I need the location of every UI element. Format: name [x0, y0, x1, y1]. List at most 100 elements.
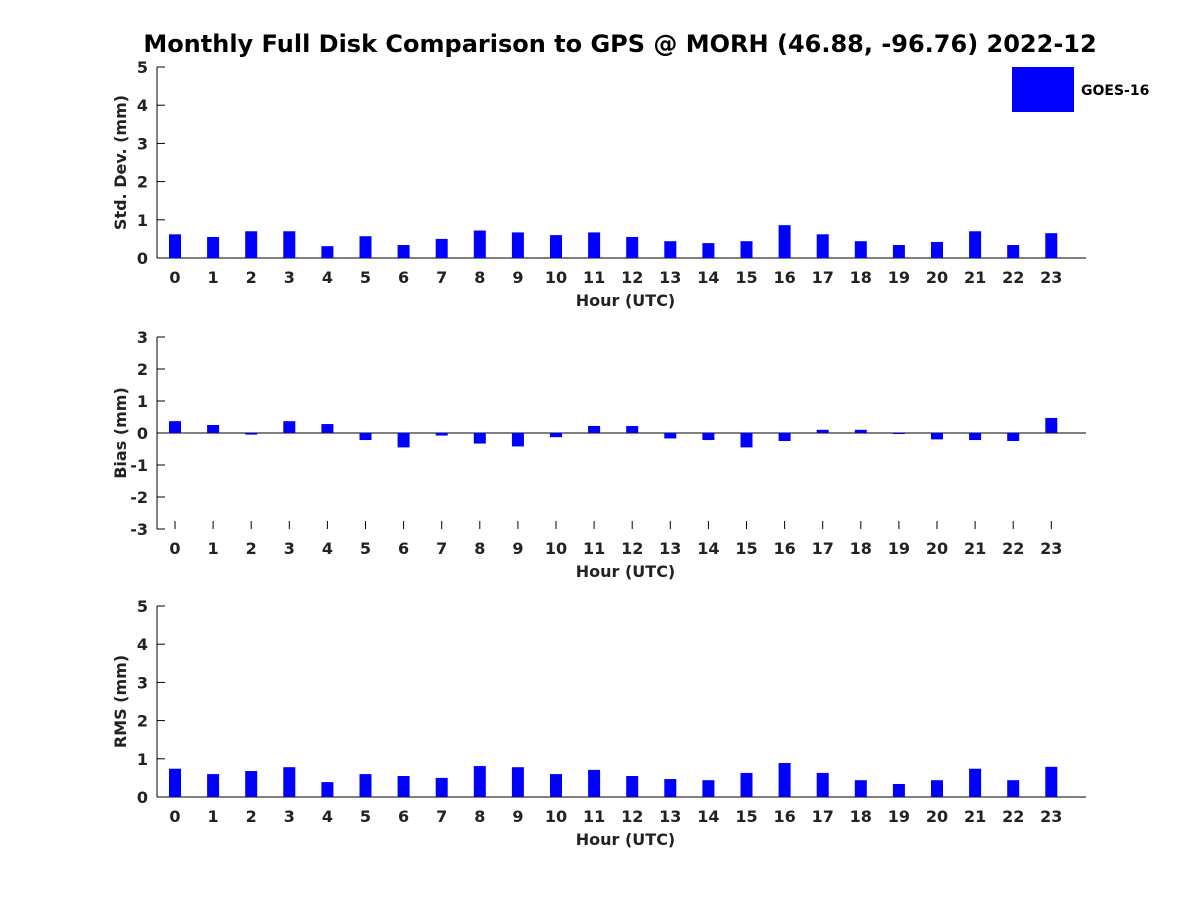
x-tick-label: 17: [812, 807, 834, 826]
bar-bias-hour-12: [626, 425, 639, 433]
x-tick-label: 17: [812, 268, 834, 287]
bar-rms-hour-11: [588, 769, 601, 797]
x-tick-label: 8: [474, 539, 485, 558]
bar-rms-hour-4: [321, 782, 334, 797]
x-tick-label: 12: [621, 807, 643, 826]
y-axis-label: RMS (mm): [111, 655, 130, 748]
bar-rms-hour-9: [511, 767, 524, 797]
bar-std-hour-1: [207, 236, 220, 258]
bar-bias-hour-18: [854, 429, 867, 433]
bar-std-hour-12: [626, 236, 639, 258]
x-tick-label: 8: [474, 807, 485, 826]
bar-std-hour-16: [778, 225, 791, 258]
x-tick-label: 5: [360, 539, 371, 558]
bar-bias-hour-6: [397, 433, 410, 448]
x-tick-label: 6: [398, 807, 409, 826]
x-tick-label: 11: [583, 268, 605, 287]
bar-bias-hour-0: [169, 421, 181, 433]
x-tick-label: 10: [545, 807, 567, 826]
x-tick-label: 15: [735, 268, 757, 287]
x-tick-label: 1: [208, 807, 219, 826]
y-tick-label: 0: [137, 424, 148, 443]
x-tick-label: 0: [169, 807, 180, 826]
y-tick-label: -3: [130, 520, 148, 539]
x-tick-label: 23: [1040, 807, 1062, 826]
bar-std-hour-4: [321, 246, 334, 258]
x-tick-label: 20: [926, 539, 948, 558]
bar-rms-hour-14: [702, 780, 715, 797]
legend-swatch: [1012, 67, 1074, 112]
y-tick-label: 0: [137, 788, 148, 807]
x-tick-label: 12: [621, 268, 643, 287]
bar-rms-hour-16: [778, 763, 791, 797]
x-tick-label: 0: [169, 268, 180, 287]
legend-label: GOES-16: [1081, 83, 1149, 99]
x-tick-label: 10: [545, 539, 567, 558]
bar-bias-hour-22: [1007, 433, 1020, 441]
y-tick-label: 5: [137, 597, 148, 616]
x-tick-label: 14: [697, 807, 719, 826]
bar-bias-hour-20: [931, 433, 943, 440]
x-tick-label: 2: [246, 539, 257, 558]
x-axis-label: Hour (UTC): [576, 830, 676, 849]
x-tick-label: 19: [888, 268, 910, 287]
x-tick-label: 2: [246, 268, 257, 287]
x-tick-label: 17: [812, 539, 834, 558]
x-tick-label: 14: [697, 539, 719, 558]
x-tick-label: 22: [1002, 539, 1024, 558]
x-tick-label: 21: [964, 268, 986, 287]
x-tick-label: 8: [474, 268, 485, 287]
bar-bias-hour-9: [511, 433, 524, 447]
y-axis-label: Bias (mm): [111, 387, 130, 479]
x-tick-label: 4: [322, 268, 333, 287]
bar-std-hour-21: [969, 231, 982, 258]
bar-rms-hour-15: [740, 772, 753, 797]
y-tick-label: 1: [137, 211, 148, 230]
y-tick-label: 1: [137, 392, 148, 411]
bar-std-hour-6: [397, 245, 410, 258]
bar-std-hour-5: [359, 236, 372, 258]
bar-std-hour-22: [1007, 245, 1020, 258]
x-axis-label: Hour (UTC): [576, 291, 676, 310]
y-tick-label: 2: [137, 360, 148, 379]
x-tick-label: 7: [436, 807, 447, 826]
bar-bias-hour-8: [473, 433, 486, 444]
bar-bias-hour-3: [283, 421, 296, 433]
x-tick-label: 6: [398, 539, 409, 558]
bar-bias-hour-5: [359, 433, 372, 441]
bar-rms-hour-19: [892, 784, 905, 797]
bar-std-hour-11: [588, 232, 601, 258]
x-tick-label: 22: [1002, 807, 1024, 826]
y-tick-label: -1: [130, 456, 148, 475]
bar-bias-hour-11: [588, 425, 601, 433]
y-tick-label: 3: [137, 328, 148, 347]
bar-rms-hour-5: [359, 774, 372, 797]
x-tick-label: 5: [360, 807, 371, 826]
x-tick-label: 2: [246, 807, 257, 826]
bar-rms-hour-7: [435, 777, 448, 797]
x-tick-label: 18: [850, 807, 872, 826]
x-tick-label: 13: [659, 268, 681, 287]
bar-std-hour-15: [740, 241, 753, 258]
bar-bias-hour-23: [1045, 417, 1058, 433]
y-tick-label: 3: [137, 673, 148, 692]
bar-rms-hour-2: [245, 771, 258, 797]
x-tick-label: 1: [208, 268, 219, 287]
bar-rms-hour-10: [550, 774, 562, 797]
x-axis-label: Hour (UTC): [576, 562, 676, 581]
bar-rms-hour-13: [664, 779, 677, 797]
x-tick-label: 18: [850, 539, 872, 558]
x-tick-label: 4: [322, 807, 333, 826]
bar-bias-hour-14: [702, 433, 715, 441]
bar-rms-hour-12: [626, 775, 639, 797]
bar-bias-hour-21: [969, 433, 982, 441]
bar-bias-hour-4: [321, 424, 334, 433]
x-tick-label: 20: [926, 807, 948, 826]
y-tick-label: 2: [137, 712, 148, 731]
x-tick-label: 19: [888, 807, 910, 826]
x-tick-label: 16: [773, 268, 795, 287]
x-tick-label: 4: [322, 539, 333, 558]
bar-rms-hour-3: [283, 767, 296, 797]
